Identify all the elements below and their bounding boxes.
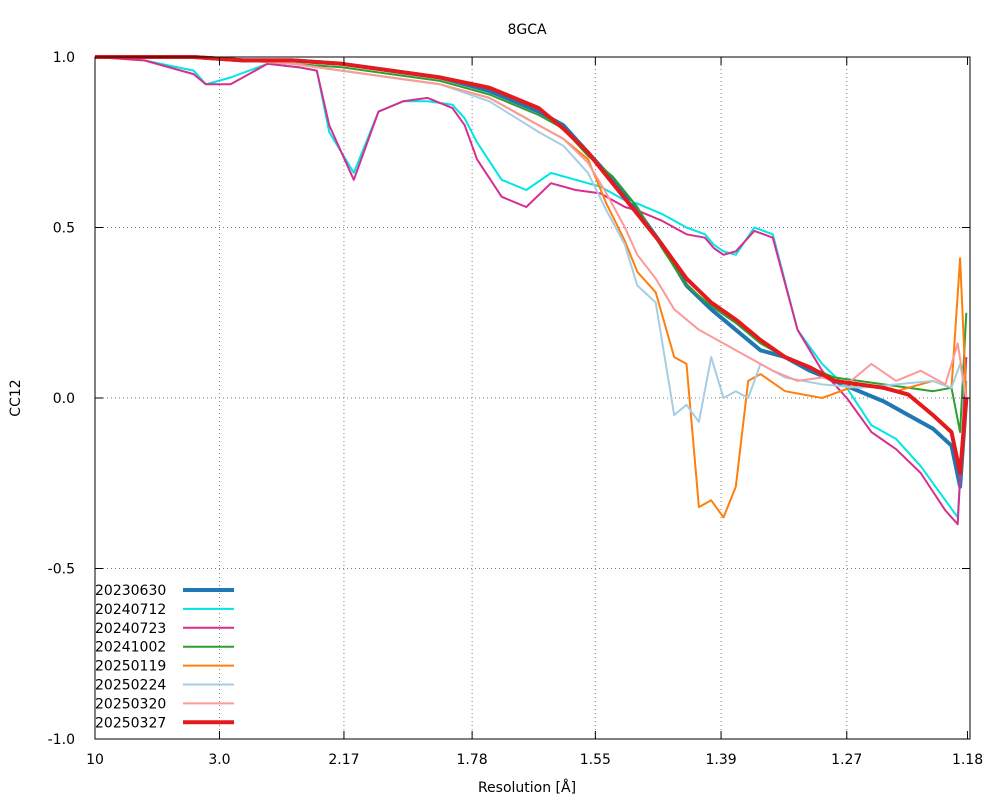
legend-label: 20250320 (95, 696, 166, 712)
y-tick-label: 0.5 (53, 221, 75, 237)
x-axis-label: Resolution [Å] (478, 779, 576, 796)
x-tick-label: 1.78 (457, 752, 488, 768)
legend-label: 20250224 (95, 678, 166, 694)
legend: 20230630 20240712 20240723 20241002 20250119… (95, 583, 234, 731)
y-axis-label: CC12 (8, 379, 24, 416)
series-layer (94, 55, 969, 526)
tick-layer: 1.0 0.5 0.0 -0.5 -1.0 10 3.0 2.17 1.78 1.55 1.39 1.… (48, 50, 983, 768)
y-tick-label: -0.5 (48, 562, 75, 578)
legend-label: 20240723 (95, 621, 166, 637)
x-tick-label: 1.27 (831, 752, 862, 768)
legend-label: 20250119 (95, 659, 166, 675)
chart-title: 8GCA (507, 22, 547, 38)
x-tick-label: 1.55 (580, 752, 611, 768)
x-tick-label: 2.17 (328, 752, 359, 768)
x-tick-label: 10 (86, 752, 104, 768)
legend-label: 20240712 (95, 602, 166, 618)
series-line-20240723 (94, 56, 968, 526)
x-tick-label: 3.0 (208, 752, 230, 768)
y-tick-label: -1.0 (48, 732, 75, 748)
x-tick-label: 1.39 (705, 752, 736, 768)
legend-label: 20230630 (95, 583, 166, 599)
series-line-20250320 (95, 56, 968, 399)
plot-frame (94, 56, 971, 740)
x-tick-label: 1.18 (952, 752, 983, 768)
legend-label: 20241002 (95, 640, 166, 656)
y-tick-label: 1.0 (53, 50, 75, 66)
legend-label: 20250327 (95, 715, 166, 731)
grid (95, 57, 970, 739)
y-tick-label: 0.0 (53, 391, 75, 407)
series-line-20250327 (95, 55, 969, 475)
